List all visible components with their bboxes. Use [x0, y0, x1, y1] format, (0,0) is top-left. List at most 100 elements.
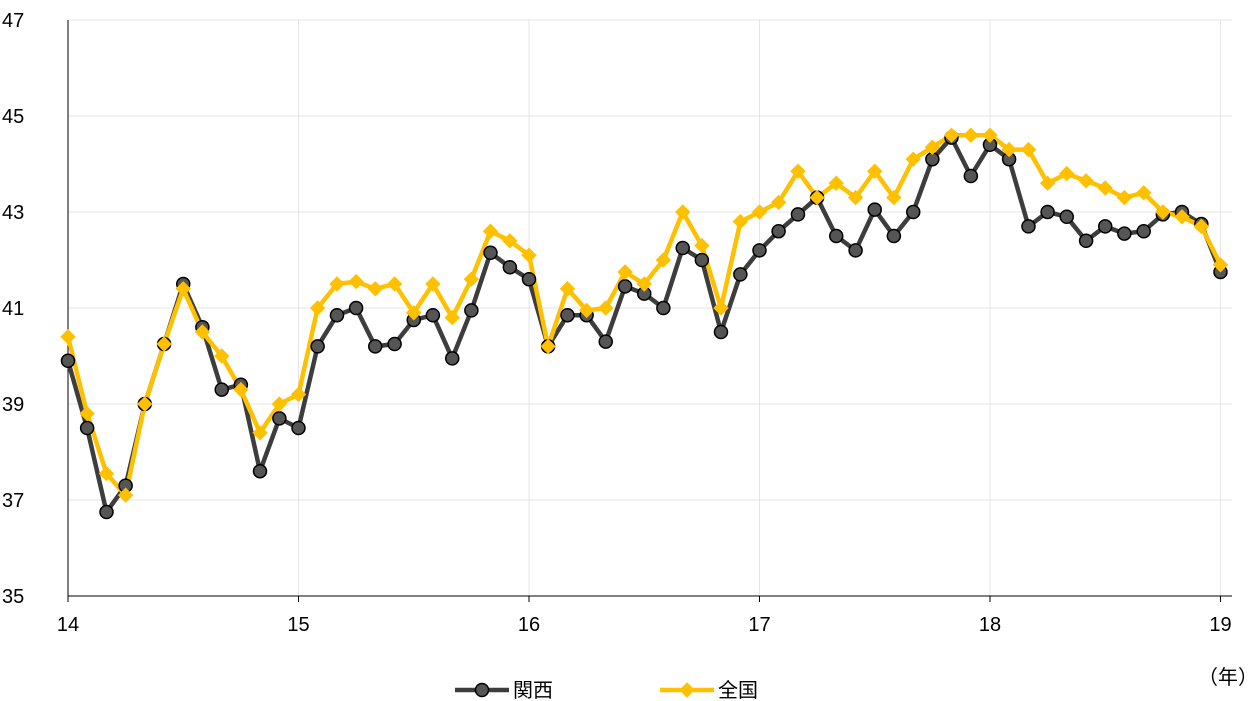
- y-tick-label: 41: [2, 298, 24, 320]
- data-point-kansai: [1040, 204, 1055, 220]
- data-point-national: [1174, 209, 1190, 225]
- data-point-kansai: [1117, 226, 1132, 241]
- data-point-national: [1059, 165, 1075, 182]
- y-tick-label: 37: [2, 490, 24, 512]
- data-point-kansai: [444, 351, 460, 366]
- data-point-kansai: [733, 267, 748, 282]
- legend-label: 全国: [718, 679, 758, 701]
- data-point-kansai: [1078, 233, 1094, 249]
- x-tick-label: 15: [287, 614, 309, 636]
- data-point-national: [636, 276, 652, 292]
- data-point-kansai: [60, 353, 76, 369]
- data-point-kansai: [656, 300, 671, 316]
- data-point-national: [867, 163, 883, 179]
- data-point-kansai: [963, 168, 979, 184]
- data-point-national: [406, 305, 422, 321]
- data-point-national: [943, 127, 960, 143]
- data-point-national: [1193, 218, 1210, 235]
- data-point-national: [156, 336, 172, 352]
- data-point-national: [790, 163, 806, 179]
- data-point-national: [828, 175, 844, 191]
- y-axis: 35 37 39 41 43 45 47: [2, 10, 69, 608]
- data-point-national: [425, 276, 441, 292]
- data-point-national: [732, 213, 749, 230]
- x-tick-label: 18: [979, 614, 1001, 636]
- data-point-kansai: [521, 271, 537, 287]
- data-point-kansai: [1097, 219, 1113, 234]
- data-point-kansai: [79, 420, 95, 436]
- data-point-kansai: [464, 303, 479, 318]
- data-point-national: [617, 264, 633, 280]
- data-point-national: [79, 405, 95, 422]
- data-point-kansai: [291, 420, 306, 436]
- data-point-national: [540, 338, 556, 355]
- legend-label: 関西: [513, 680, 553, 701]
- series-line-kansai: [65, 135, 1223, 515]
- x-tick-label: 14: [57, 614, 79, 636]
- y-tick-label: 47: [2, 10, 24, 32]
- data-point-kansai: [483, 245, 498, 261]
- data-point-national: [809, 189, 825, 206]
- data-point-national: [137, 396, 153, 412]
- series-markers-kansai: [60, 130, 1228, 520]
- data-point-national: [770, 194, 787, 211]
- series-markers: [60, 127, 1229, 520]
- data-point-kansai: [694, 252, 710, 268]
- data-point-national: [1212, 257, 1229, 273]
- data-point-kansai: [867, 202, 882, 217]
- data-point-national: [924, 139, 941, 155]
- data-point-kansai: [1059, 209, 1074, 225]
- data-point-kansai: [502, 259, 518, 275]
- data-point-national: [175, 281, 191, 297]
- data-point-national: [1039, 175, 1056, 191]
- data-point-kansai: [214, 382, 229, 397]
- data-point-national: [578, 302, 595, 319]
- legend-item-kansai: 関西: [455, 680, 553, 701]
- data-point-kansai: [713, 324, 729, 340]
- data-point-national: [1020, 141, 1037, 158]
- data-point-national: [117, 487, 134, 503]
- data-point-national: [559, 281, 576, 297]
- data-point-national: [290, 386, 307, 403]
- data-point-kansai: [387, 336, 402, 352]
- data-point-national: [194, 324, 211, 340]
- series-markers-national: [60, 127, 1229, 503]
- legend: 関西 全国: [455, 679, 758, 701]
- data-point-national: [1097, 180, 1113, 196]
- y-tick-label: 39: [2, 394, 24, 416]
- x-axis: 14 15 16 17 18 19: [57, 595, 1232, 636]
- data-point-national: [329, 276, 345, 292]
- data-point-national: [463, 271, 480, 287]
- data-point-national: [309, 300, 326, 316]
- data-point-kansai: [771, 223, 786, 239]
- data-point-kansai: [828, 228, 844, 244]
- data-point-national: [98, 465, 115, 482]
- y-tick-label: 45: [2, 106, 24, 128]
- data-point-kansai: [790, 207, 806, 222]
- data-point-national: [982, 127, 998, 143]
- data-point-kansai: [99, 504, 114, 520]
- data-point-kansai: [886, 228, 902, 244]
- data-point-national: [905, 151, 921, 167]
- data-point-kansai: [905, 204, 921, 220]
- data-point-national: [367, 281, 383, 297]
- data-point-national: [386, 276, 403, 292]
- data-point-kansai: [329, 307, 345, 323]
- data-point-kansai: [598, 334, 613, 349]
- legend-swatch-marker: [679, 682, 695, 698]
- data-point-national: [1155, 204, 1171, 220]
- data-point-kansai: [1136, 223, 1151, 239]
- data-point-national: [713, 300, 729, 316]
- legend-swatch-marker: [474, 682, 490, 698]
- legend-item-national: 全国: [660, 679, 758, 701]
- gridlines: [68, 19, 1232, 596]
- data-point-kansai: [848, 243, 863, 258]
- x-tick-label: 17: [748, 614, 770, 636]
- data-point-national: [214, 348, 230, 364]
- x-tick-label: 19: [1209, 614, 1231, 636]
- data-point-kansai: [310, 339, 325, 354]
- data-point-national: [886, 189, 902, 206]
- data-point-national: [655, 252, 672, 268]
- data-point-national: [694, 237, 710, 254]
